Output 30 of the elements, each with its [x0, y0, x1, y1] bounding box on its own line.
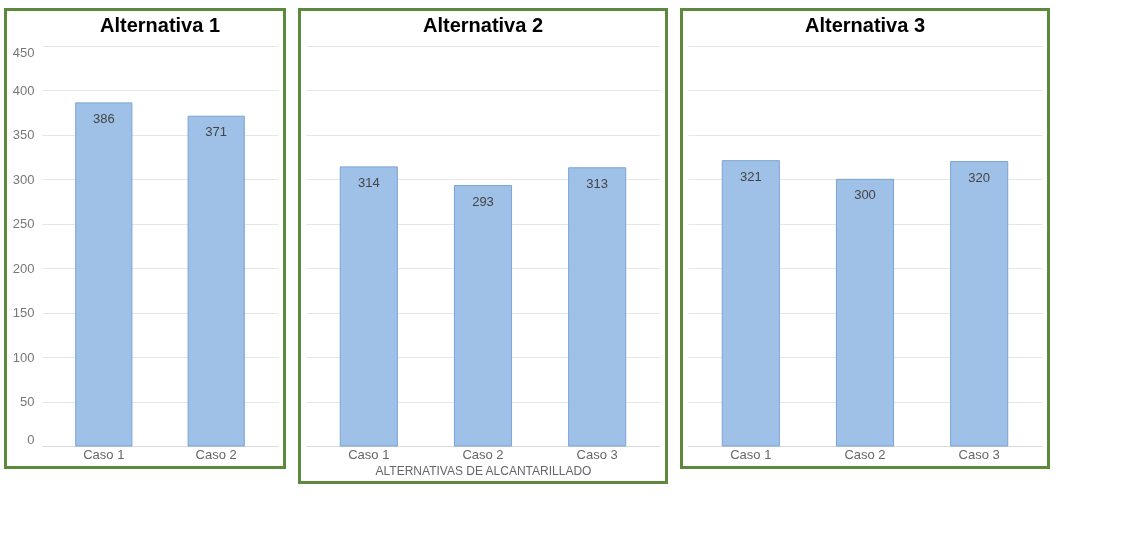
x-axis-title: ALTERNATIVAS DE ALCANTARILLADO — [375, 463, 592, 478]
y-tick-label: 50 — [20, 394, 35, 410]
data-label: 293 — [472, 193, 494, 209]
chart-title: Alternativa 1 — [99, 14, 221, 36]
y-tick-label: 250 — [12, 216, 35, 232]
chart-title: Alternativa 3 — [804, 14, 926, 36]
x-tick-label: Caso 1 — [348, 446, 390, 462]
x-tick-label: Caso 1 — [730, 446, 772, 462]
data-label: 321 — [739, 168, 762, 184]
x-tick-label: Caso 3 — [958, 446, 1000, 462]
y-tick-label: 450 — [12, 44, 35, 60]
data-label: 313 — [586, 175, 609, 191]
y-tick-label: 150 — [12, 305, 35, 321]
y-tick-label: 200 — [12, 260, 35, 276]
data-label: 314 — [357, 174, 380, 190]
y-tick-label: 100 — [12, 349, 35, 365]
y-tick-label: 300 — [12, 171, 35, 187]
y-tick-label: 400 — [12, 82, 35, 98]
y-tick-label: 0 — [27, 431, 35, 447]
data-label: 371 — [205, 124, 228, 140]
y-tick-label: 350 — [12, 127, 35, 143]
x-tick-label: Caso 1 — [83, 446, 125, 462]
x-tick-label: Caso 3 — [576, 446, 618, 462]
x-tick-label: Caso 2 — [462, 446, 504, 462]
x-tick-label: Caso 2 — [195, 446, 237, 462]
x-tick-label: Caso 2 — [844, 446, 886, 462]
data-label: 300 — [854, 187, 876, 203]
chart-title: Alternativa 2 — [422, 14, 544, 36]
data-label: 320 — [968, 169, 991, 185]
data-label: 386 — [92, 110, 115, 126]
